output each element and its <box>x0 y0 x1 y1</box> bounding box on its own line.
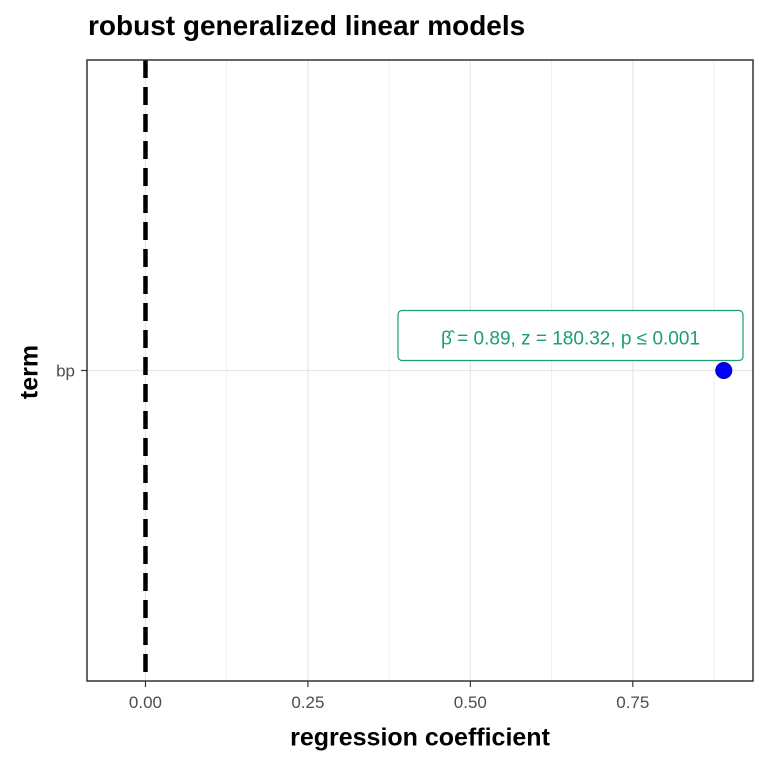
y-tick-label-bp: bp <box>56 362 75 381</box>
x-tick-label-2: 0.50 <box>454 693 487 712</box>
x-axis-label: regression coefficient <box>290 723 550 752</box>
point-labels-group: β̂ = 0.89, z = 180.32, p ≤ 0.001 <box>397 309 744 362</box>
point-bp <box>715 362 733 379</box>
x-axis: 0.00 0.25 0.50 0.75 <box>129 681 649 712</box>
x-tick-label-3: 0.75 <box>616 693 649 712</box>
point-label-bp: β̂ = 0.89, z = 180.32, p ≤ 0.001 <box>441 329 700 350</box>
major-gridlines <box>87 60 753 681</box>
point-label-box-bp <box>397 309 744 362</box>
x-tick-label-0: 0.00 <box>129 693 162 712</box>
x-tick-label-1: 0.25 <box>291 693 324 712</box>
points-group <box>715 362 733 379</box>
chart-title: robust generalized linear models <box>88 10 526 41</box>
y-axis: bp <box>56 362 87 381</box>
